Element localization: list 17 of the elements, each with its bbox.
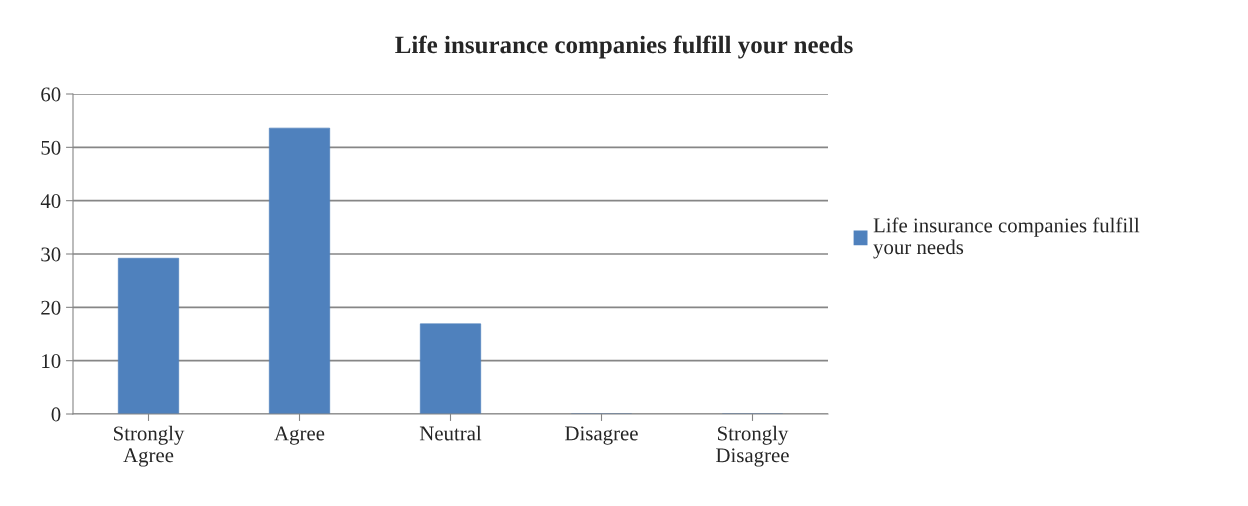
bar: [419, 323, 482, 414]
bar: [268, 127, 331, 414]
y-tick-label: 50: [41, 140, 61, 155]
x-tick-label: Agree: [274, 426, 325, 445]
bar: [117, 257, 180, 414]
x-tick-label: Strongly Agree: [114, 425, 185, 467]
y-tick-label: 60: [41, 87, 61, 102]
y-tick-label: 30: [41, 247, 61, 262]
x-tick-label: Disagree: [565, 426, 638, 445]
chart-title: Life insurance companies fulfill your needs: [395, 35, 853, 59]
x-tick-label: Strongly Disagree: [716, 425, 789, 467]
y-tick-label: 0: [51, 407, 61, 422]
y-tick-label: 10: [42, 354, 61, 369]
y-tick-label: 20: [41, 300, 61, 315]
legend-label: Life insurance companies fulfill your needs: [873, 217, 1140, 259]
y-tick-label: 40: [40, 194, 61, 209]
x-tick-label: Neutral: [419, 425, 482, 441]
